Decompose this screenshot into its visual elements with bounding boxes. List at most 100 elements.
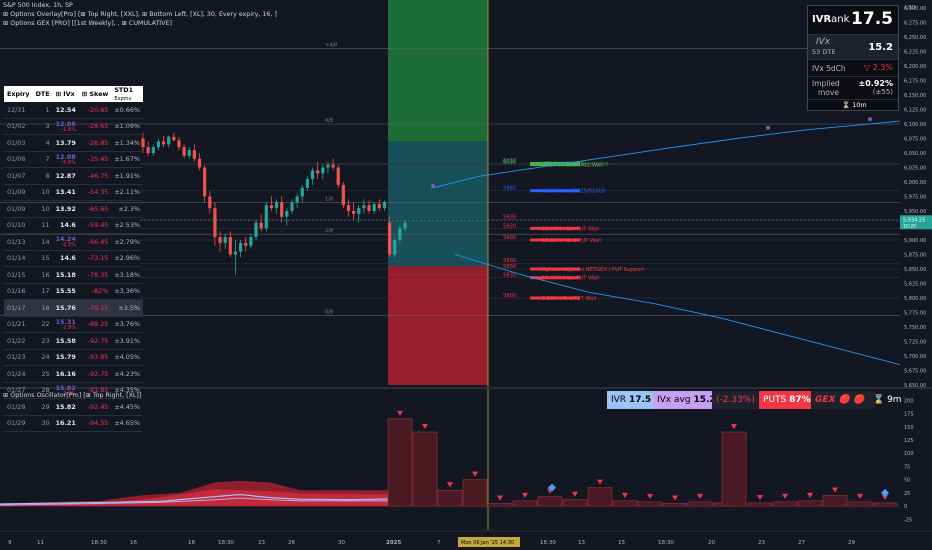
indicator-overlay-title[interactable]: ⊞ Options Overlay[Pro] [⊞ Top Right, [XX… — [3, 11, 277, 18]
candle-body — [233, 251, 238, 255]
candle-body — [213, 208, 217, 238]
price-tick: 6,125.00 — [904, 108, 926, 114]
time-axis[interactable]: 91118:30161818:3023263020257818:30131518… — [0, 530, 932, 547]
gex-strike: 5800 — [503, 293, 516, 299]
cell-skew: -93.85 — [78, 349, 112, 366]
cell-skew: -88.25 — [78, 316, 112, 333]
cell-expiry: 01/23 — [4, 349, 33, 366]
cell-expiry: 01/06 — [4, 151, 33, 168]
put-marker-icon — [782, 493, 788, 499]
candle-body — [362, 205, 366, 209]
cell-expiry: 01/16 — [4, 283, 33, 300]
crosshair-time-badge — [458, 537, 520, 547]
time-tick: 23 — [758, 540, 765, 546]
currency-label: USD — [905, 5, 916, 11]
symbol-title[interactable]: S&P 500 Index, 1h, SP — [3, 2, 73, 9]
oscillator-title[interactable]: ⊞ Options Oscillator[Pro] [⊞ Top Right, … — [3, 392, 142, 399]
cell-ivx: 13.92 — [52, 200, 79, 218]
cell-dte: 8 — [32, 167, 53, 185]
table-row: 01/06 7 12.08 -5.6% -35.45 ±1.67% — [4, 151, 143, 168]
gex-strike: 6030 — [503, 160, 516, 166]
cell-skew: -94.55 — [78, 415, 112, 432]
price-tick: 5,725.00 — [904, 340, 926, 346]
gex-strike: 5835 — [503, 273, 516, 279]
candle-body — [285, 211, 289, 217]
cell-std: ±3.76% — [111, 316, 143, 333]
osc-tick: 50 — [904, 478, 910, 484]
time-tick: 30 — [338, 540, 345, 546]
hvl-curve — [432, 120, 901, 189]
price-tick: 6,025.00 — [904, 166, 926, 172]
price-tick: 5,675.00 — [904, 369, 926, 375]
put-marker-icon — [597, 479, 603, 485]
osc-tick: 100 — [904, 451, 914, 457]
cell-dte: 25 — [32, 365, 53, 383]
cell-expiry: 01/17 — [4, 299, 33, 317]
cell-skew: -28.65 — [78, 118, 112, 135]
col-dte: DTE — [32, 86, 53, 102]
cell-ivx: 15.82 — [52, 398, 79, 416]
ivx-change: -2.9% — [61, 390, 76, 397]
cell-dte: 18 — [32, 299, 53, 317]
candle-body — [254, 222, 258, 238]
time-tick: 18:30 — [91, 540, 107, 546]
cell-std: ±4.45% — [111, 398, 143, 416]
gex-bar-osc — [847, 501, 873, 507]
cell-ivx: 12.06 -1.8% — [52, 118, 79, 135]
ivx-change: -1.8% — [61, 126, 76, 133]
gex-bar-osc — [747, 502, 773, 507]
osc-tick: 75 — [904, 464, 910, 470]
cell-expiry: 01/02 — [4, 118, 33, 135]
cell-dte: 22 — [32, 316, 53, 333]
cell-dte: 30 — [32, 415, 53, 432]
gex-label: Highest negative NETGEX / PUT Support — [540, 267, 644, 273]
indicator-gex-title[interactable]: ⊞ Options GEX [PRO] [[1st Weekly], , ⊞ C… — [3, 20, 172, 27]
put-marker-icon — [757, 494, 763, 500]
price-tick: 5,850.00 — [904, 267, 926, 273]
gex-bar-osc — [462, 479, 488, 507]
price-tick: 6,050.00 — [904, 151, 926, 157]
cell-std: ±1.67% — [111, 151, 143, 168]
candle-body — [203, 167, 207, 197]
ivx-value: 14.24 — [55, 235, 76, 244]
cell-expiry: 01/24 — [4, 365, 33, 383]
osc-axis[interactable]: 200 175 150 125 100 75 50 25 0 -25 — [904, 398, 914, 523]
refresh-timer: ⌛ 10m — [842, 101, 867, 109]
implied-move-sub: (±55) — [872, 88, 893, 96]
neutral-zone — [388, 141, 488, 267]
gex-strike: 5850 — [503, 264, 516, 270]
cell-dte: 11 — [32, 217, 53, 234]
call-zone — [388, 0, 488, 142]
price-tick: 5,700.00 — [904, 354, 926, 360]
gex-dot-icon: 🔴 🔴 — [838, 395, 865, 405]
candle-body — [182, 147, 186, 156]
candle-body — [228, 237, 232, 255]
ivx-5d-change-value: ▽ 2.3% — [863, 63, 893, 72]
osc-tick: 200 — [904, 398, 914, 404]
price-tick: 5,900.00 — [904, 238, 926, 244]
cell-std: ±4.35% — [111, 382, 143, 399]
candle-body — [403, 222, 407, 229]
table-row: 01/09 10 13.41 -54.35 ±2.11% — [4, 184, 143, 201]
price-tick: 5,950.00 — [904, 209, 926, 215]
gex-label: -10.28% / 2nd PUT Wall — [540, 238, 601, 244]
cell-dte: 1 — [32, 102, 53, 119]
ivr-chip: IVR 17.5 — [607, 391, 655, 409]
gex-strike: 5920 — [503, 223, 516, 229]
cell-ivx: 12.54 — [52, 102, 79, 119]
cell-expiry: 01/15 — [4, 266, 33, 284]
candle-body — [305, 179, 309, 188]
time-tick: 13 — [578, 540, 585, 546]
price-tick: 6,075.00 — [904, 137, 926, 143]
gex-bar — [530, 276, 580, 280]
table-row: 01/03 4 13.79 -28.85 ±1.34% — [4, 134, 143, 152]
time-tick: 15 — [618, 540, 625, 546]
candle-body — [295, 196, 299, 203]
cell-dte: 4 — [32, 134, 53, 152]
cell-skew: -92.75 — [78, 332, 112, 350]
candle-body — [218, 237, 222, 243]
price-tick: 5,875.00 — [904, 253, 926, 259]
candle-body — [336, 167, 340, 185]
